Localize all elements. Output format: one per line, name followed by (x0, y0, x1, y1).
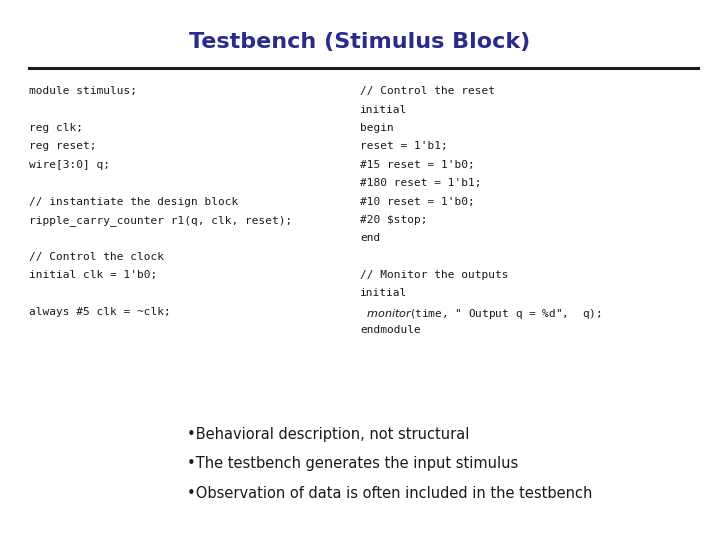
Text: module stimulus;: module stimulus; (29, 86, 137, 97)
Text: initial: initial (360, 288, 408, 299)
Text: end: end (360, 233, 380, 244)
Text: reg clk;: reg clk; (29, 123, 83, 133)
Text: reg reset;: reg reset; (29, 141, 96, 152)
Text: •The testbench generates the input stimulus: •The testbench generates the input stimu… (187, 456, 518, 471)
Text: #180 reset = 1'b1;: #180 reset = 1'b1; (360, 178, 482, 188)
Text: initial clk = 1'b0;: initial clk = 1'b0; (29, 270, 157, 280)
Text: // instantiate the design block: // instantiate the design block (29, 197, 238, 207)
Text: always #5 clk = ~clk;: always #5 clk = ~clk; (29, 307, 171, 317)
Text: // Control the clock: // Control the clock (29, 252, 164, 262)
Text: #10 reset = 1'b0;: #10 reset = 1'b0; (360, 197, 474, 207)
Text: ripple_carry_counter r1(q, clk, reset);: ripple_carry_counter r1(q, clk, reset); (29, 215, 292, 226)
Text: reset = 1'b1;: reset = 1'b1; (360, 141, 448, 152)
Text: $monitor($time, " Output q = %d",  q);: $monitor($time, " Output q = %d", q); (360, 307, 601, 321)
Text: initial: initial (360, 105, 408, 115)
Text: endmodule: endmodule (360, 325, 420, 335)
Text: begin: begin (360, 123, 394, 133)
Text: Testbench (Stimulus Block): Testbench (Stimulus Block) (189, 32, 531, 52)
Text: •Observation of data is often included in the testbench: •Observation of data is often included i… (187, 486, 593, 501)
Text: •Behavioral description, not structural: •Behavioral description, not structural (187, 427, 469, 442)
Text: // Control the reset: // Control the reset (360, 86, 495, 97)
Text: #15 reset = 1'b0;: #15 reset = 1'b0; (360, 160, 474, 170)
Text: // Monitor the outputs: // Monitor the outputs (360, 270, 508, 280)
Text: #20 $stop;: #20 $stop; (360, 215, 428, 225)
Text: wire[3:0] q;: wire[3:0] q; (29, 160, 109, 170)
